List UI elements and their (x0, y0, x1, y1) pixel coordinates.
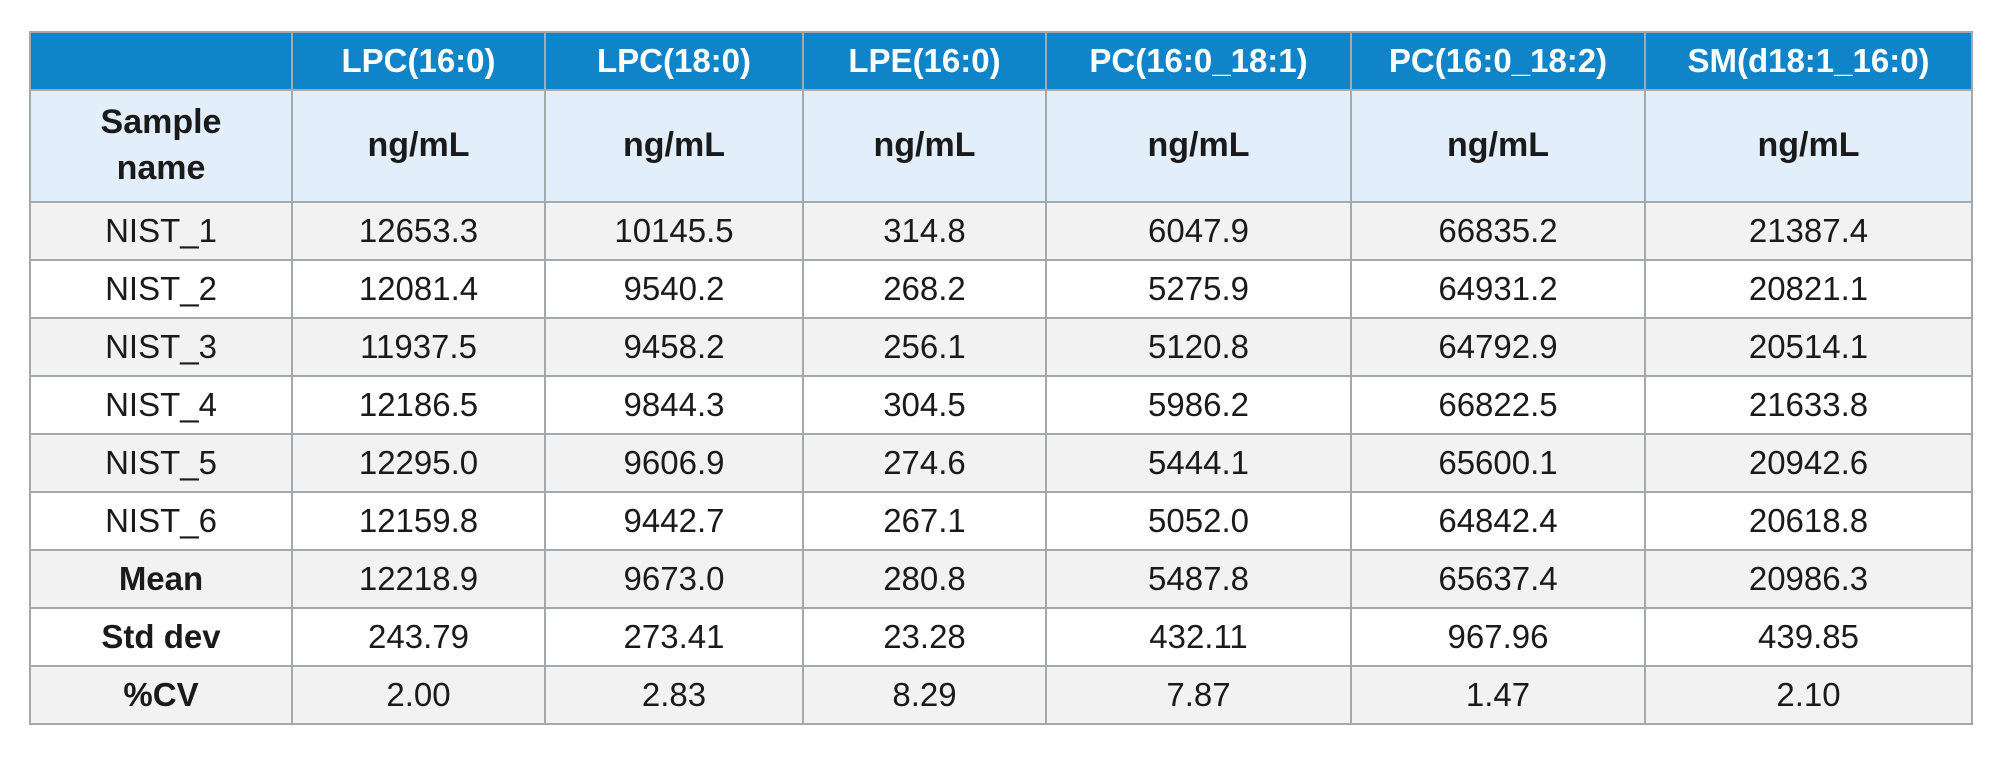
value-cell: 967.96 (1350, 607, 1646, 667)
value-cell: 304.5 (802, 375, 1047, 435)
table-row: %CV 2.00 2.83 8.29 7.87 1.47 2.10 (29, 665, 1973, 725)
table-row: NIST_1 12653.3 10145.5 314.8 6047.9 66835.2 21… (29, 201, 1973, 261)
table-row: Mean 12218.9 9673.0 280.8 5487.8 65637.4 20986… (29, 549, 1973, 609)
value-cell: 314.8 (802, 201, 1047, 261)
table-row: NIST_3 11937.5 9458.2 256.1 5120.8 64792.9 205… (29, 317, 1973, 377)
unit-header-cell: ng/mL (1350, 89, 1646, 203)
value-cell: 10145.5 (544, 201, 804, 261)
value-cell: 12159.8 (291, 491, 546, 551)
value-cell: 23.28 (802, 607, 1047, 667)
unit-header-row: Sample name ng/mL ng/mL ng/mL ng/mL ng/mL… (29, 89, 1973, 203)
row-label-cell: NIST_2 (29, 259, 293, 319)
value-cell: 20986.3 (1644, 549, 1973, 609)
value-cell: 5120.8 (1045, 317, 1352, 377)
value-cell: 20942.6 (1644, 433, 1973, 493)
table-body: NIST_1 12653.3 10145.5 314.8 6047.9 66835.2 21… (29, 201, 1973, 725)
lipid-quantification-table: LPC(16:0) LPC(18:0) LPE(16:0) PC(16:0_18… (29, 31, 1973, 725)
value-cell: 12218.9 (291, 549, 546, 609)
compound-header-sm-d18-1-16-0: SM(d18:1_16:0) (1644, 31, 1973, 91)
row-label-cell: Std dev (29, 607, 293, 667)
compound-header-lpc-18-0: LPC(18:0) (544, 31, 804, 91)
value-cell: 9606.9 (544, 433, 804, 493)
value-cell: 64931.2 (1350, 259, 1646, 319)
value-cell: 9540.2 (544, 259, 804, 319)
value-cell: 20821.1 (1644, 259, 1973, 319)
value-cell: 273.41 (544, 607, 804, 667)
value-cell: 5487.8 (1045, 549, 1352, 609)
value-cell: 280.8 (802, 549, 1047, 609)
sample-name-header-line: Sample (100, 103, 222, 142)
table-row: NIST_6 12159.8 9442.7 267.1 5052.0 64842.4 206… (29, 491, 1973, 551)
row-label-cell: NIST_6 (29, 491, 293, 551)
value-cell: 9844.3 (544, 375, 804, 435)
row-label-cell: NIST_4 (29, 375, 293, 435)
row-label-cell: %CV (29, 665, 293, 725)
value-cell: 5986.2 (1045, 375, 1352, 435)
value-cell: 2.00 (291, 665, 546, 725)
value-cell: 5444.1 (1045, 433, 1352, 493)
table-row: NIST_5 12295.0 9606.9 274.6 5444.1 65600.1 209… (29, 433, 1973, 493)
value-cell: 65637.4 (1350, 549, 1646, 609)
value-cell: 243.79 (291, 607, 546, 667)
value-cell: 439.85 (1644, 607, 1973, 667)
value-cell: 12186.5 (291, 375, 546, 435)
value-cell: 267.1 (802, 491, 1047, 551)
row-label-cell: NIST_5 (29, 433, 293, 493)
table-row: NIST_2 12081.4 9540.2 268.2 5275.9 64931.2 208… (29, 259, 1973, 319)
value-cell: 6047.9 (1045, 201, 1352, 261)
value-cell: 9442.7 (544, 491, 804, 551)
value-cell: 64842.4 (1350, 491, 1646, 551)
value-cell: 66822.5 (1350, 375, 1646, 435)
unit-header-cell: ng/mL (1644, 89, 1973, 203)
value-cell: 21387.4 (1644, 201, 1973, 261)
sample-name-header-line: name (116, 149, 206, 187)
value-cell: 8.29 (802, 665, 1047, 725)
value-cell: 7.87 (1045, 665, 1352, 725)
value-cell: 9673.0 (544, 549, 804, 609)
value-cell: 12653.3 (291, 201, 546, 261)
value-cell: 1.47 (1350, 665, 1646, 725)
value-cell: 20514.1 (1644, 317, 1973, 377)
value-cell: 12295.0 (291, 433, 546, 493)
value-cell: 256.1 (802, 317, 1047, 377)
sample-name-header: Sample name (29, 89, 293, 203)
value-cell: 65600.1 (1350, 433, 1646, 493)
header-corner-cell (29, 31, 293, 91)
table-row: Std dev 243.79 273.41 23.28 432.11 967.96 439.… (29, 607, 1973, 667)
value-cell: 12081.4 (291, 259, 546, 319)
row-label-cell: NIST_1 (29, 201, 293, 261)
value-cell: 432.11 (1045, 607, 1352, 667)
value-cell: 20618.8 (1644, 491, 1973, 551)
unit-header-cell: ng/mL (802, 89, 1047, 203)
compound-header-row: LPC(16:0) LPC(18:0) LPE(16:0) PC(16:0_18… (29, 31, 1973, 91)
compound-header-lpc-16-0: LPC(16:0) (291, 31, 546, 91)
compound-header-pc-16-0-18-1: PC(16:0_18:1) (1045, 31, 1352, 91)
row-label-cell: NIST_3 (29, 317, 293, 377)
unit-header-cell: ng/mL (1045, 89, 1352, 203)
table-row: NIST_4 12186.5 9844.3 304.5 5986.2 66822.5 216… (29, 375, 1973, 435)
unit-header-cell: ng/mL (544, 89, 804, 203)
value-cell: 11937.5 (291, 317, 546, 377)
row-label-cell: Mean (29, 549, 293, 609)
value-cell: 5052.0 (1045, 491, 1352, 551)
value-cell: 268.2 (802, 259, 1047, 319)
value-cell: 64792.9 (1350, 317, 1646, 377)
value-cell: 5275.9 (1045, 259, 1352, 319)
value-cell: 2.10 (1644, 665, 1973, 725)
value-cell: 66835.2 (1350, 201, 1646, 261)
value-cell: 9458.2 (544, 317, 804, 377)
compound-header-lpe-16-0: LPE(16:0) (802, 31, 1047, 91)
compound-header-pc-16-0-18-2: PC(16:0_18:2) (1350, 31, 1646, 91)
value-cell: 2.83 (544, 665, 804, 725)
unit-header-cell: ng/mL (291, 89, 546, 203)
value-cell: 21633.8 (1644, 375, 1973, 435)
value-cell: 274.6 (802, 433, 1047, 493)
results-table-container: LPC(16:0) LPC(18:0) LPE(16:0) PC(16:0_18… (29, 31, 1973, 725)
